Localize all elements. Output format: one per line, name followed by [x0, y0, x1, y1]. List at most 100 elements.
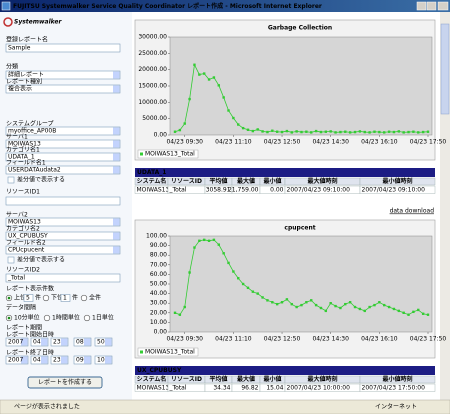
maximize-button[interactable] [426, 1, 437, 11]
count-input[interactable] [60, 294, 71, 302]
select-box[interactable] [5, 337, 29, 347]
text-input[interactable] [5, 43, 121, 53]
download-link[interactable]: data download [390, 208, 435, 215]
select-box[interactable] [5, 139, 121, 149]
select-value[interactable]: 04 [33, 339, 41, 346]
select-arrow[interactable] [21, 356, 28, 364]
select-box[interactable] [94, 355, 113, 365]
submit-button[interactable] [27, 376, 103, 389]
data-point [207, 78, 211, 81]
select-value[interactable]: 2007 [8, 357, 23, 364]
table-title-bar [135, 366, 435, 375]
select-box[interactable] [50, 355, 69, 365]
select-box[interactable] [94, 337, 113, 347]
radio-button[interactable] [43, 314, 51, 322]
select-arrow[interactable] [61, 356, 68, 364]
select-arrow[interactable] [113, 218, 120, 226]
select-arrow[interactable] [113, 140, 120, 148]
select-arrow[interactable] [84, 338, 91, 346]
input-value[interactable]: Sample [8, 45, 31, 52]
select-arrow[interactable] [21, 338, 28, 346]
radio-button[interactable] [83, 314, 91, 322]
radio-button[interactable] [42, 294, 50, 302]
select-box[interactable] [73, 355, 92, 365]
select-value[interactable]: 2007 [8, 339, 23, 346]
field-label: カテゴリ名2 [6, 225, 40, 233]
data-point [183, 305, 186, 309]
select-box[interactable] [5, 126, 121, 136]
checkbox[interactable] [7, 256, 15, 264]
close-button[interactable] [437, 1, 449, 11]
select-arrow[interactable] [84, 356, 91, 364]
select-value[interactable]: 複合表示 [8, 85, 32, 93]
select-arrow[interactable] [113, 246, 120, 254]
text-input[interactable] [5, 196, 121, 206]
select-box[interactable] [50, 337, 69, 347]
select-box[interactable] [5, 165, 121, 175]
select-value[interactable]: 23 [53, 339, 61, 346]
radio-button[interactable] [80, 294, 88, 302]
select-arrow[interactable] [113, 127, 120, 135]
select-box[interactable] [5, 152, 121, 162]
select-box[interactable] [5, 70, 121, 80]
select-value[interactable]: 50 [97, 339, 105, 346]
select-arrow[interactable] [41, 356, 48, 364]
data-point [310, 131, 313, 134]
data-point [392, 307, 396, 311]
y-tick-label: 5000.00 [142, 115, 167, 122]
column-header: 平均値 [209, 177, 227, 185]
select-box[interactable] [30, 355, 49, 365]
select-value[interactable]: 23 [53, 357, 61, 364]
select-arrow[interactable] [113, 166, 120, 174]
radio-dot[interactable] [7, 296, 11, 300]
column-header: 最大値 [237, 177, 255, 185]
select-value[interactable]: 04 [33, 357, 41, 364]
select-box[interactable] [5, 217, 121, 227]
select-value[interactable]: 09 [76, 357, 84, 364]
data-point [310, 299, 313, 302]
y-tick-label: 70.00 [150, 261, 167, 268]
select-value[interactable]: UDATA_1 [8, 154, 35, 161]
data-point [173, 130, 177, 133]
text-input[interactable] [5, 273, 121, 283]
chart-title: Garbage Collection [268, 25, 332, 32]
submit-button-label[interactable]: レポートを作成する [38, 378, 92, 386]
select-value[interactable]: MOIWAS13 [8, 219, 41, 226]
select-value[interactable]: 10 [97, 357, 105, 364]
checkbox[interactable] [7, 176, 15, 184]
select-value[interactable]: 08 [76, 339, 84, 346]
data-point [285, 129, 289, 133]
select-arrow[interactable] [105, 338, 112, 346]
select-arrow[interactable] [105, 356, 112, 364]
select-box[interactable] [5, 231, 121, 241]
minimize-button[interactable] [416, 1, 427, 11]
legend-label: MOIWAS13_Total [145, 151, 195, 158]
count-input[interactable] [23, 294, 34, 302]
input-value[interactable]: _Total [7, 275, 25, 282]
select-arrow[interactable] [113, 71, 120, 79]
select-arrow[interactable] [41, 338, 48, 346]
select-arrow[interactable] [61, 338, 68, 346]
select-box[interactable] [73, 337, 92, 347]
select-value[interactable]: MOIWAS13 [8, 141, 41, 148]
select-value[interactable]: myoffice_AP00B [8, 128, 56, 135]
input-value[interactable]: 5 [26, 295, 30, 302]
select-arrow[interactable] [113, 232, 120, 240]
select-box[interactable] [30, 337, 49, 347]
select-arrow[interactable] [113, 85, 120, 93]
data-point [275, 302, 279, 306]
scrollbar[interactable] [440, 12, 450, 400]
select-box[interactable] [5, 245, 121, 255]
column-header-cell [359, 375, 436, 384]
select-box[interactable] [5, 355, 29, 365]
select-value[interactable]: CPUcpucent [8, 247, 45, 254]
select-value[interactable]: USERDATAudata2 [8, 167, 61, 174]
radio-dot[interactable] [7, 316, 11, 320]
input-value[interactable]: 1 [63, 295, 67, 302]
select-value[interactable]: UX_CPUBUSY [8, 233, 48, 240]
scrollbar-thumb[interactable] [440, 23, 450, 115]
select-value[interactable]: 詳細レポート [8, 71, 44, 79]
select-arrow[interactable] [113, 153, 120, 161]
select-box[interactable] [5, 84, 121, 94]
